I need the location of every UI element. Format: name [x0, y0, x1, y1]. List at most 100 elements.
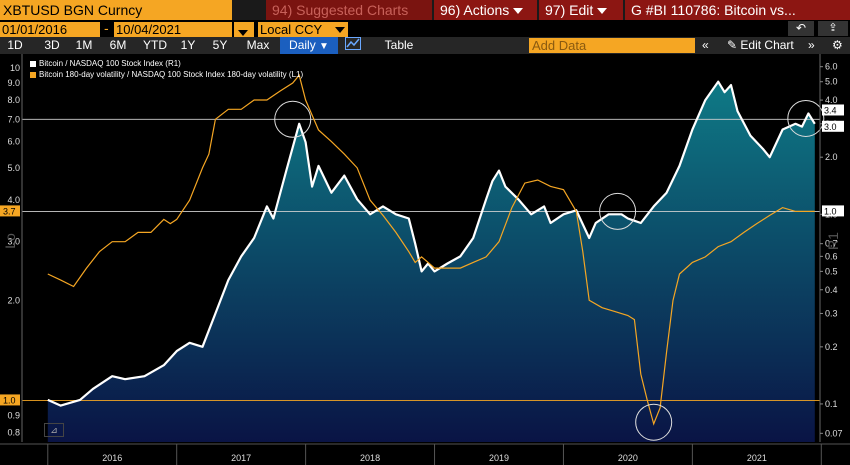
- volatility-line: [47, 73, 815, 426]
- range-ytd-button[interactable]: YTD: [143, 38, 167, 52]
- left-highlight-box: [0, 394, 20, 406]
- undo-icon: ↶: [795, 21, 807, 35]
- edit-chart-button[interactable]: ✎ Edit Chart: [727, 37, 794, 54]
- collapse-icon[interactable]: «: [702, 38, 709, 52]
- range-3d-button[interactable]: 3D: [44, 38, 60, 52]
- x-tick-label: 2016: [102, 453, 122, 463]
- right-highlight-box: [822, 104, 844, 116]
- left-tick-label: 5.0: [7, 163, 20, 173]
- legend-swatch-orange: [30, 71, 36, 78]
- end-date-field[interactable]: 10/04/2021: [114, 22, 232, 37]
- currency-value: Local CCY: [260, 22, 323, 37]
- chart-type-button[interactable]: [343, 37, 363, 54]
- x-tick-label: 2019: [489, 453, 509, 463]
- share-button[interactable]: ⇪: [818, 21, 848, 36]
- right-tick-label: 0.6: [825, 251, 838, 261]
- legend-label: Bitcoin / NASDAQ 100 Stock Index (R1): [39, 59, 181, 68]
- left-tick-label: 8.0: [7, 95, 20, 105]
- right-tick-label: 4.0: [825, 95, 838, 105]
- range-6m-button[interactable]: 6M: [109, 38, 127, 52]
- right-highlight-box: [822, 120, 844, 132]
- right-tick-label: 5.0: [825, 77, 838, 87]
- edit-label: 97) Edit: [545, 2, 594, 18]
- left-tick-label: 4.0: [7, 195, 20, 205]
- highlight-circle: [274, 100, 312, 138]
- frequency-value: Daily: [289, 38, 316, 52]
- x-tick-label: 2017: [231, 453, 251, 463]
- left-highlight-label: 1.0: [3, 395, 16, 405]
- range-max-button[interactable]: Max: [246, 38, 270, 52]
- left-highlight-label: 3.7: [3, 206, 16, 216]
- right-axis-label: R1: [824, 232, 841, 250]
- edit-menu[interactable]: 97) Edit: [539, 0, 623, 20]
- edit-chart-label: Edit Chart: [740, 38, 794, 52]
- start-date-field[interactable]: 01/01/2016: [0, 22, 100, 37]
- right-tick-label: 0.4: [825, 285, 838, 295]
- right-tick-label: 0.1: [825, 399, 838, 409]
- legend-item-btc: Bitcoin / NASDAQ 100 Stock Index (R1): [30, 58, 303, 69]
- gear-icon[interactable]: ⚙: [832, 38, 843, 52]
- date-separator: -: [104, 20, 109, 36]
- actions-label: 96) Actions: [440, 2, 510, 18]
- left-tick-label: 3.0: [7, 237, 20, 247]
- add-data-input[interactable]: Add Data: [529, 38, 695, 53]
- range-5y-button[interactable]: 5Y: [212, 38, 228, 52]
- pencil-icon: ✎: [727, 38, 738, 52]
- range-1y-button[interactable]: 1Y: [180, 38, 196, 52]
- dropdown-arrow-icon: ▼: [319, 41, 329, 52]
- line-chart-icon: ⊿: [50, 425, 58, 435]
- chart-legend: Bitcoin / NASDAQ 100 Stock Index (R1) Bi…: [30, 58, 303, 80]
- suggested-charts-tab[interactable]: 94) Suggested Charts: [266, 0, 432, 20]
- end-date-value: 10/04/2021: [116, 22, 182, 37]
- right-tick-label: 0.2: [825, 342, 838, 352]
- chevron-down-icon: [513, 8, 524, 15]
- range-1d-button[interactable]: 1D: [7, 38, 23, 52]
- chevron-down-icon: [335, 27, 345, 33]
- chart-canvas: 10 9.0 8.0 7.0 6.0 5.0 4.0 3.0 2.0 0.9 0.8 6.0 5.0 4.…: [0, 54, 850, 465]
- chart-title-tab[interactable]: G #BI 110786: Bitcoin vs...: [625, 0, 850, 20]
- left-highlight-box: [0, 205, 20, 217]
- chart-mini-toggle[interactable]: ⊿: [44, 423, 64, 437]
- btc-line: [47, 80, 816, 407]
- undo-button[interactable]: ↶: [788, 21, 814, 36]
- left-tick-label: 10: [10, 63, 20, 73]
- ticker-label: XBTUSD BGN Curncy: [3, 2, 143, 18]
- highlight-circle: [635, 403, 673, 441]
- security-ticker[interactable]: XBTUSD BGN Curncy: [0, 0, 232, 20]
- right-tick-label: 6.0: [825, 62, 838, 72]
- left-tick-label: 6.0: [7, 137, 20, 147]
- legend-label: Bitcoin 180-day volatility / NASDAQ 100 …: [39, 70, 304, 79]
- left-tick-label: 0.9: [7, 411, 20, 421]
- btc-area: [47, 81, 815, 442]
- x-tick-label: 2018: [360, 453, 380, 463]
- x-tick-label: 2020: [618, 453, 638, 463]
- left-axis-label: Lo: [1, 233, 18, 249]
- left-tick-label: 9.0: [7, 78, 20, 88]
- expand-icon[interactable]: »: [808, 38, 815, 52]
- highlight-circle: [787, 99, 825, 137]
- left-tick-label: 7.0: [7, 114, 20, 124]
- chevron-down-icon: [238, 30, 248, 37]
- start-date-value: 01/01/2016: [2, 22, 68, 37]
- right-tick-label: 0.5: [825, 266, 838, 276]
- right-highlight-box: [822, 205, 844, 217]
- share-icon: ⇪: [828, 22, 838, 34]
- calendar-dropdown[interactable]: [234, 22, 254, 37]
- table-button[interactable]: Table: [384, 38, 414, 52]
- right-highlight-label: 1.0: [824, 206, 837, 216]
- currency-select[interactable]: Local CCY: [258, 22, 348, 37]
- actions-menu[interactable]: 96) Actions: [434, 0, 537, 20]
- suggested-label: 94) Suggested Charts: [272, 2, 409, 18]
- left-tick-label: 0.8: [7, 428, 20, 438]
- range-1m-button[interactable]: 1M: [75, 38, 93, 52]
- frequency-select[interactable]: Daily ▼: [280, 37, 338, 54]
- right-highlight-label: 3.0: [824, 122, 837, 132]
- chevron-down-icon: [597, 8, 608, 15]
- right-tick-label: 0.3: [825, 308, 838, 318]
- highlight-circle: [599, 192, 637, 230]
- right-tick-label: 0.07: [825, 428, 843, 438]
- left-tick-label: 2.0: [7, 295, 20, 305]
- right-tick-label: 2.0: [825, 152, 838, 162]
- legend-swatch-white: [30, 60, 36, 67]
- right-tick-label: 0.7: [825, 239, 838, 249]
